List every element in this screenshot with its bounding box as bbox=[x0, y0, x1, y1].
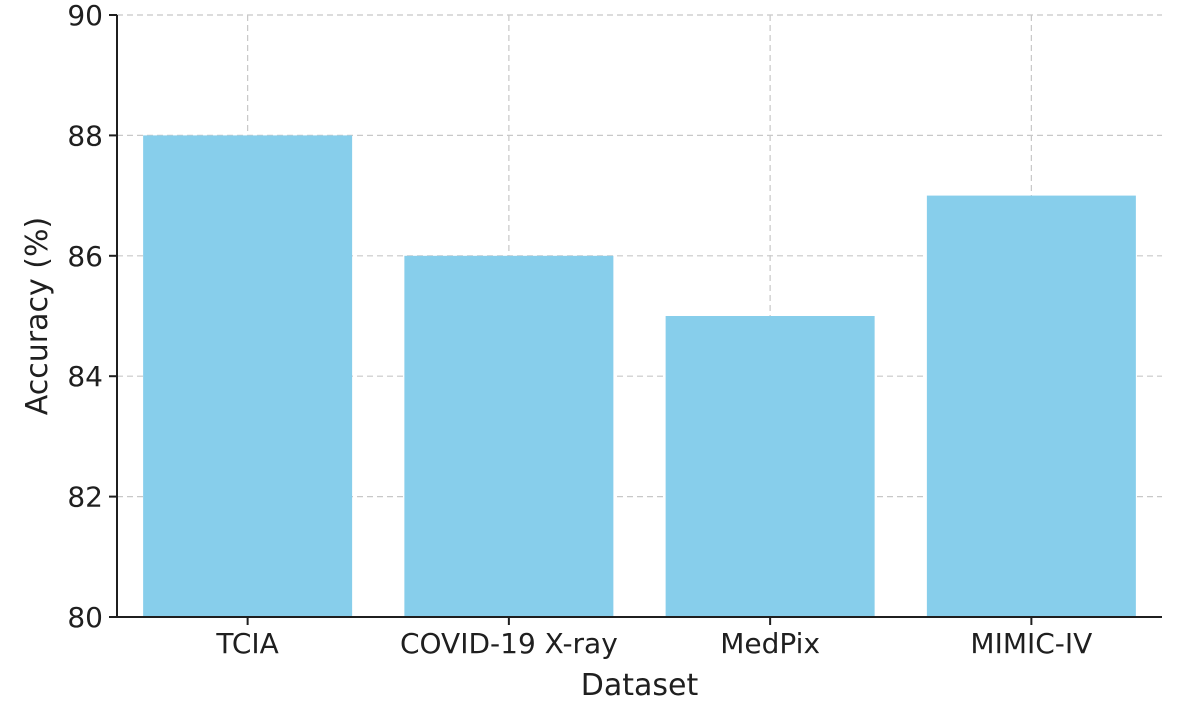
y-tick-label: 86 bbox=[67, 240, 103, 273]
y-tick-label: 84 bbox=[67, 360, 103, 393]
x-tick-label: MedPix bbox=[720, 627, 820, 660]
y-tick-label: 82 bbox=[67, 481, 103, 514]
x-axis-label: Dataset bbox=[581, 668, 699, 703]
axes-layer bbox=[116, 15, 1162, 618]
bar-covid-19-x-ray bbox=[404, 255, 614, 618]
bar-medpix bbox=[665, 316, 875, 617]
y-tick-label: 88 bbox=[67, 119, 103, 152]
x-tick-label: TCIA bbox=[215, 627, 278, 660]
y-tick-label: 90 bbox=[67, 0, 103, 32]
bar-mimic-iv bbox=[926, 195, 1136, 617]
y-tick-label: 80 bbox=[67, 601, 103, 634]
y-axis-label: Accuracy (%) bbox=[20, 217, 55, 415]
x-tick-label: MIMIC-IV bbox=[970, 627, 1092, 660]
ticks-layer: 80 82 84 86 88 90 TCIA COVID-19 X-ray MedPix MIMI… bbox=[67, 0, 1092, 660]
bar-tcia bbox=[143, 135, 353, 617]
bars-layer bbox=[143, 135, 1136, 618]
x-tick-label: COVID-19 X-ray bbox=[400, 627, 618, 660]
